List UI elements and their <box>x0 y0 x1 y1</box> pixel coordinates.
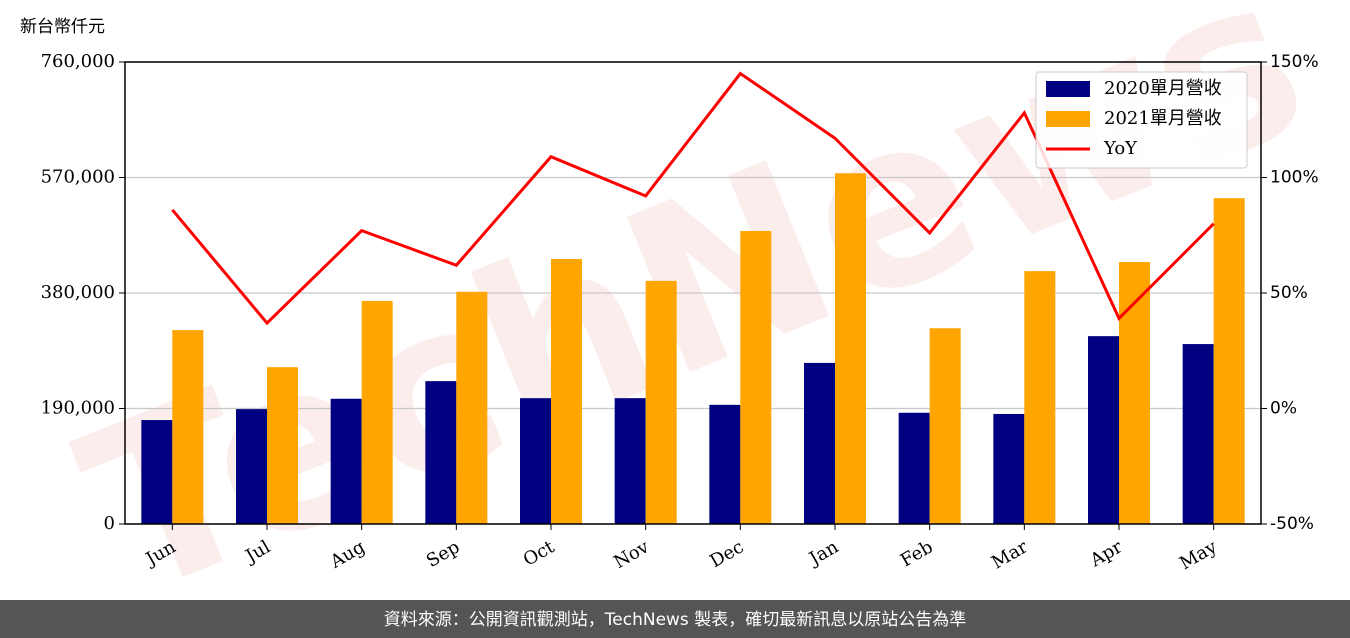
legend-label: 2020單月營收 <box>1104 78 1222 99</box>
plot-frame <box>124 61 1262 525</box>
bar <box>645 280 677 524</box>
x-tick-label: Dec <box>706 536 747 572</box>
bar <box>267 367 298 524</box>
bar <box>804 362 835 524</box>
source: 資料來源：公開資訊觀測站，TechNews 製表，確切最新訊息以原站公告為準 <box>384 610 966 630</box>
y-tick-label: 380,000 <box>41 282 115 303</box>
bar <box>835 173 866 524</box>
y-tick-label: 0 <box>104 513 115 534</box>
x-tick-label: Nov <box>610 536 653 573</box>
x-tick-label: May <box>1176 536 1221 574</box>
y2-tick-label: 150% <box>1270 52 1319 72</box>
y2-tick-label: -50% <box>1270 514 1314 534</box>
x-tick-label: Apr <box>1086 536 1126 571</box>
x-tick-label: Mar <box>988 536 1032 573</box>
bar <box>898 412 930 524</box>
bar <box>551 258 582 524</box>
x-tick-label: Sep <box>423 536 463 571</box>
bar <box>1182 344 1214 524</box>
x-tick-label: Feb <box>897 536 937 571</box>
bar <box>614 398 646 524</box>
bar <box>330 398 362 524</box>
legend-label: YoY <box>1103 138 1138 159</box>
bar <box>172 330 204 524</box>
bar <box>740 230 772 524</box>
y-axis-label: 新台幣仟元 <box>20 17 105 37</box>
y-tick-label: 570,000 <box>41 167 115 188</box>
bar <box>141 420 173 524</box>
bar <box>709 404 741 524</box>
legend-swatch <box>1046 111 1090 127</box>
bar <box>520 398 551 524</box>
bar <box>1119 261 1150 524</box>
bar <box>456 291 488 524</box>
x-tick-label: Jan <box>804 536 842 570</box>
y-tick-label: 760,000 <box>41 51 115 72</box>
bar <box>929 328 961 524</box>
y2-tick-label: 100% <box>1270 168 1319 188</box>
bar <box>1088 336 1119 524</box>
bar <box>1024 271 1056 524</box>
bar <box>236 409 267 524</box>
y2-tick-label: 0% <box>1270 399 1297 419</box>
bar <box>361 300 393 524</box>
y2-tick-label: 50% <box>1270 283 1308 303</box>
y-tick-label: 190,000 <box>41 398 115 419</box>
x-tick-label: Oct <box>520 536 559 571</box>
footer <box>0 600 1350 638</box>
legend-label: 2021單月營收 <box>1104 108 1222 129</box>
bar <box>993 413 1025 524</box>
legend-swatch <box>1046 81 1090 97</box>
bar <box>425 381 457 524</box>
bar <box>1213 198 1245 524</box>
